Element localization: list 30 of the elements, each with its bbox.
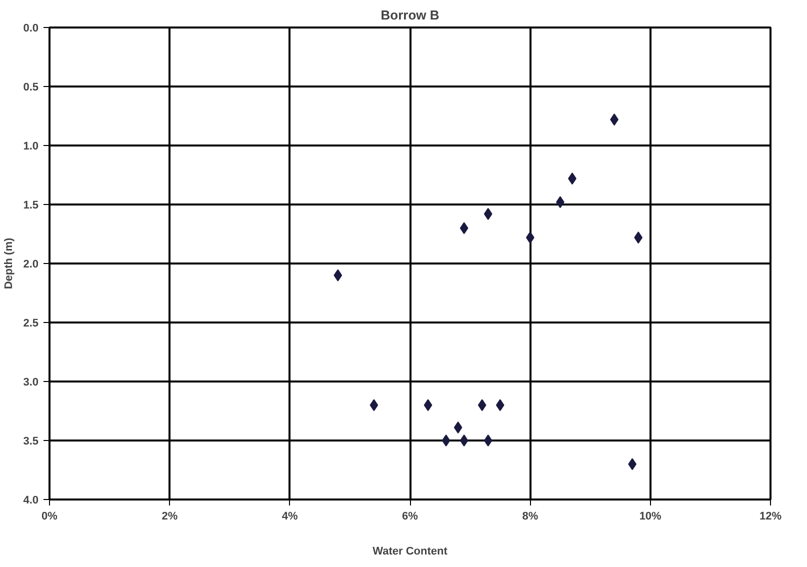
y-tick-label: 1.0: [23, 140, 39, 152]
point: [454, 422, 462, 434]
x-tick-label: 2%: [162, 510, 178, 522]
chart-title: Borrow B: [380, 8, 440, 22]
y-tick-label: 0.0: [23, 22, 39, 34]
x-tick-label: 6%: [402, 510, 418, 522]
y-tick-label: 2.0: [23, 258, 39, 270]
y-axis-title: Depth (m): [3, 238, 16, 290]
point: [478, 399, 486, 412]
point: [484, 434, 492, 446]
x-tick-label: 10%: [639, 510, 662, 522]
point: [460, 434, 468, 446]
y-tick-label: 4.0: [23, 494, 39, 506]
y-tick-label: 3.5: [23, 436, 39, 448]
y-tick-label: 2.5: [23, 318, 39, 330]
x-tick-label: 12%: [759, 510, 782, 522]
x-tick-label: 8%: [522, 510, 538, 522]
y-tick-label: 0.5: [23, 82, 39, 94]
point: [370, 399, 378, 412]
x-tick-label: 4%: [282, 510, 298, 522]
y-tick-label: 3.0: [23, 376, 39, 388]
point: [424, 399, 432, 412]
point: [334, 269, 342, 282]
point: [496, 399, 504, 412]
point: [442, 434, 450, 446]
y-tick-label: 1.5: [23, 200, 39, 212]
point: [484, 208, 492, 220]
point: [460, 222, 468, 234]
x-axis-title: Water Content: [372, 546, 448, 558]
x-tick-label: 0%: [42, 510, 58, 522]
